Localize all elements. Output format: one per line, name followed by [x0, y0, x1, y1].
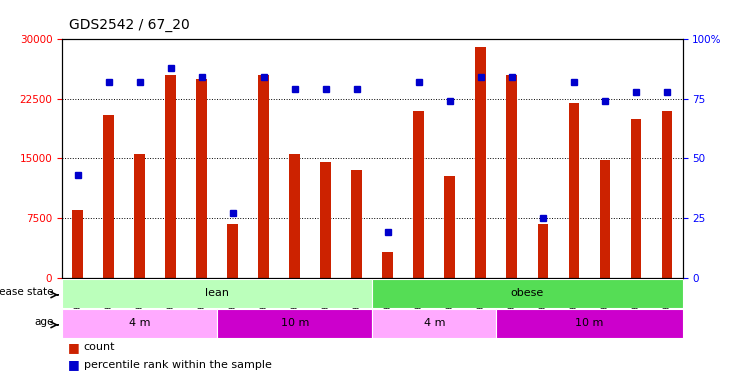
Bar: [351, 170, 362, 278]
Bar: [62, 309, 218, 338]
Bar: [227, 224, 238, 278]
Bar: [445, 176, 456, 278]
Bar: [569, 103, 580, 278]
Bar: [537, 224, 548, 278]
Bar: [631, 119, 642, 278]
Bar: [507, 75, 518, 278]
Bar: [475, 47, 486, 278]
Bar: [258, 75, 269, 278]
Bar: [372, 309, 496, 338]
Bar: [661, 111, 672, 278]
Bar: [599, 160, 610, 278]
Bar: [218, 309, 372, 338]
Text: GDS2542 / 67_20: GDS2542 / 67_20: [69, 18, 190, 32]
Bar: [372, 279, 683, 308]
Bar: [289, 154, 300, 278]
Text: obese: obese: [511, 288, 544, 298]
Text: age: age: [34, 317, 54, 327]
Text: percentile rank within the sample: percentile rank within the sample: [84, 360, 272, 370]
Text: ■: ■: [69, 341, 80, 354]
Text: 10 m: 10 m: [575, 318, 604, 328]
Bar: [320, 162, 331, 278]
Text: 10 m: 10 m: [280, 318, 309, 328]
Bar: [496, 309, 683, 338]
Text: count: count: [84, 342, 115, 352]
Bar: [165, 75, 176, 278]
Bar: [413, 111, 424, 278]
Text: ■: ■: [69, 358, 80, 371]
Bar: [62, 279, 372, 308]
Text: disease state: disease state: [0, 287, 54, 297]
Bar: [72, 210, 83, 278]
Bar: [383, 252, 393, 278]
Text: lean: lean: [205, 288, 229, 298]
Bar: [103, 115, 114, 278]
Text: 4 m: 4 m: [129, 318, 150, 328]
Text: 4 m: 4 m: [423, 318, 445, 328]
Bar: [134, 154, 145, 278]
Bar: [196, 79, 207, 278]
